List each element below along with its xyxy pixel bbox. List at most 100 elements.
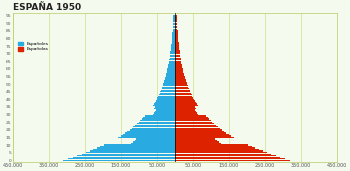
Bar [170, 51, 175, 53]
Bar [169, 58, 175, 59]
Bar [153, 114, 175, 115]
Bar [173, 30, 175, 31]
Bar [173, 26, 175, 27]
Bar [155, 102, 175, 103]
Bar [175, 26, 177, 27]
Bar [130, 129, 175, 130]
Bar [127, 131, 175, 132]
Bar [145, 115, 175, 117]
Bar [100, 146, 175, 147]
Bar [172, 42, 175, 44]
Bar [175, 58, 181, 59]
Bar [158, 96, 175, 97]
Bar [167, 71, 175, 73]
Bar [175, 21, 177, 22]
Bar [175, 68, 183, 70]
Bar [175, 33, 178, 35]
Bar [175, 29, 177, 30]
Bar [175, 18, 177, 19]
Bar [97, 147, 175, 149]
Bar [173, 18, 175, 19]
Bar [175, 155, 276, 156]
Bar [175, 138, 215, 140]
Bar [175, 61, 181, 62]
Bar [137, 123, 175, 124]
Bar [175, 125, 216, 126]
Bar [175, 106, 195, 108]
Bar [171, 47, 175, 48]
Bar [169, 62, 175, 63]
Bar [175, 109, 195, 111]
Bar [173, 27, 175, 29]
Bar [175, 76, 185, 77]
Bar [175, 88, 189, 89]
Bar [154, 103, 175, 105]
Bar [175, 56, 180, 57]
Bar [175, 119, 209, 120]
Bar [161, 88, 175, 89]
Bar [175, 99, 194, 100]
Bar [175, 67, 182, 68]
Bar [175, 64, 182, 65]
Bar [170, 50, 175, 51]
Bar [175, 42, 178, 44]
Bar [175, 19, 177, 21]
Bar [154, 112, 175, 114]
Bar [172, 38, 175, 39]
Bar [175, 65, 182, 67]
Bar [175, 149, 259, 150]
Bar [175, 96, 192, 97]
Bar [160, 93, 175, 94]
Bar [175, 131, 224, 132]
Bar [166, 73, 175, 74]
Bar [171, 48, 175, 50]
Bar [172, 41, 175, 42]
Bar [175, 53, 180, 54]
Bar [175, 24, 177, 25]
Bar [175, 150, 263, 152]
Bar [133, 126, 175, 128]
Bar [175, 39, 178, 41]
Bar [175, 27, 177, 29]
Bar [173, 16, 175, 18]
Bar [175, 71, 183, 73]
Bar [134, 140, 175, 141]
Bar [169, 59, 175, 61]
Bar [175, 97, 193, 98]
Bar [175, 47, 179, 48]
Bar [63, 160, 175, 161]
Bar [175, 59, 181, 61]
Bar [155, 111, 175, 112]
Bar [156, 109, 175, 111]
Bar [175, 137, 234, 138]
Bar [175, 83, 187, 85]
Bar [173, 19, 175, 21]
Bar [121, 135, 175, 137]
Bar [175, 32, 178, 33]
Bar [175, 93, 191, 94]
Bar [175, 140, 217, 141]
Bar [175, 135, 231, 137]
Bar [168, 64, 175, 65]
Bar [162, 87, 175, 88]
Bar [175, 44, 179, 45]
Bar [175, 15, 177, 16]
Bar [86, 152, 175, 153]
Bar [175, 85, 188, 86]
Bar [133, 141, 175, 143]
Bar [140, 120, 175, 121]
Bar [175, 122, 212, 123]
Bar [175, 50, 180, 51]
Bar [175, 102, 196, 103]
Bar [68, 158, 175, 160]
Bar [175, 51, 180, 53]
Bar [175, 158, 285, 160]
Bar [175, 117, 208, 118]
Bar [175, 147, 256, 149]
Bar [175, 123, 214, 124]
Bar [175, 105, 198, 106]
Bar [166, 76, 175, 77]
Bar [163, 83, 175, 85]
Bar [175, 23, 177, 24]
Bar [168, 68, 175, 70]
